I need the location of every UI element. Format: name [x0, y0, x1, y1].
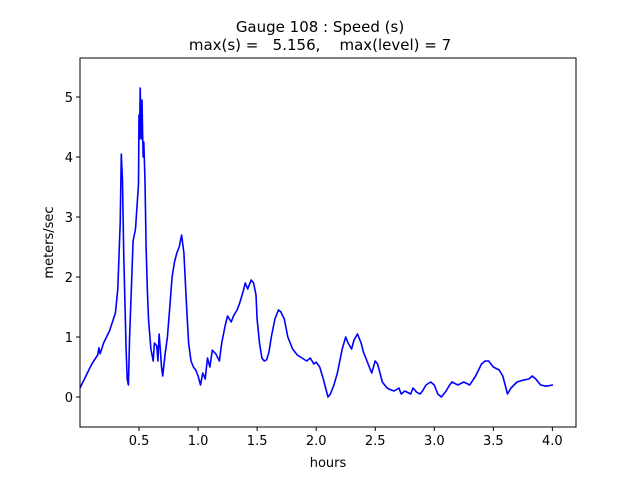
y-axis-label: meters/sec [42, 206, 57, 278]
speed-series-line [80, 87, 554, 398]
y-tick-label: 4 [65, 151, 73, 166]
x-tick-label: 0.5 [129, 434, 150, 449]
x-tick-label: 3.5 [483, 434, 504, 449]
x-tick-label: 2.5 [365, 434, 386, 449]
x-tick-label: 4.0 [542, 434, 563, 449]
y-tick-label: 5 [65, 91, 73, 106]
y-axis-ticks: 0 1 2 3 4 5 [65, 91, 80, 406]
chart-title-line-2: max(s) = 5.156, max(level) = 7 [189, 36, 451, 54]
y-tick-label: 1 [65, 331, 73, 346]
x-tick-label: 3.0 [424, 434, 445, 449]
chart-title-line-1: Gauge 108 : Speed (s) [236, 18, 404, 36]
x-tick-label: 1.0 [188, 434, 209, 449]
y-tick-label: 3 [65, 211, 73, 226]
x-tick-label: 1.5 [247, 434, 268, 449]
y-tick-label: 2 [65, 271, 73, 286]
plot-area [80, 87, 554, 398]
x-axis-ticks: 0.5 1.0 1.5 2.0 2.5 3.0 3.5 4.0 [129, 427, 563, 449]
x-axis-label: hours [310, 456, 347, 471]
axes-frame [79, 57, 577, 428]
y-tick-label: 0 [65, 391, 73, 406]
x-tick-label: 2.0 [306, 434, 327, 449]
